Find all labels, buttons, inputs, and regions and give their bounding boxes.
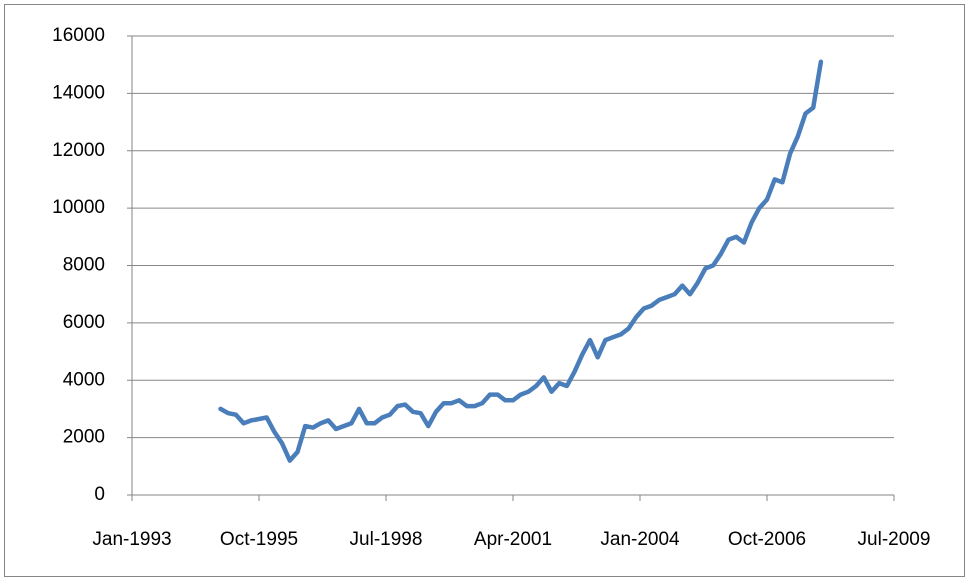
chart-frame xyxy=(4,4,965,577)
y-tick-label: 2000 xyxy=(63,427,105,448)
y-tick-label: 0 xyxy=(94,484,105,505)
y-tick-label: 16000 xyxy=(52,25,105,46)
x-tick-label: Oct-1995 xyxy=(220,529,298,550)
x-tick-label: Jan-2004 xyxy=(600,529,680,550)
data-line xyxy=(218,59,824,463)
y-tick-label: 10000 xyxy=(52,197,105,218)
y-tick-label: 4000 xyxy=(63,369,105,390)
x-tick-label: Oct-2006 xyxy=(728,529,806,550)
x-tick-label: Apr-2001 xyxy=(474,529,552,550)
y-tick-label: 12000 xyxy=(52,140,105,161)
x-tick-label: Jan-1993 xyxy=(92,529,171,550)
x-tick-label: Jul-1998 xyxy=(350,529,423,550)
y-tick-label: 8000 xyxy=(63,255,105,276)
x-tick-label: Jul-2009 xyxy=(858,529,931,550)
y-tick-label: 14000 xyxy=(52,82,105,103)
y-tick-label: 6000 xyxy=(63,312,105,333)
